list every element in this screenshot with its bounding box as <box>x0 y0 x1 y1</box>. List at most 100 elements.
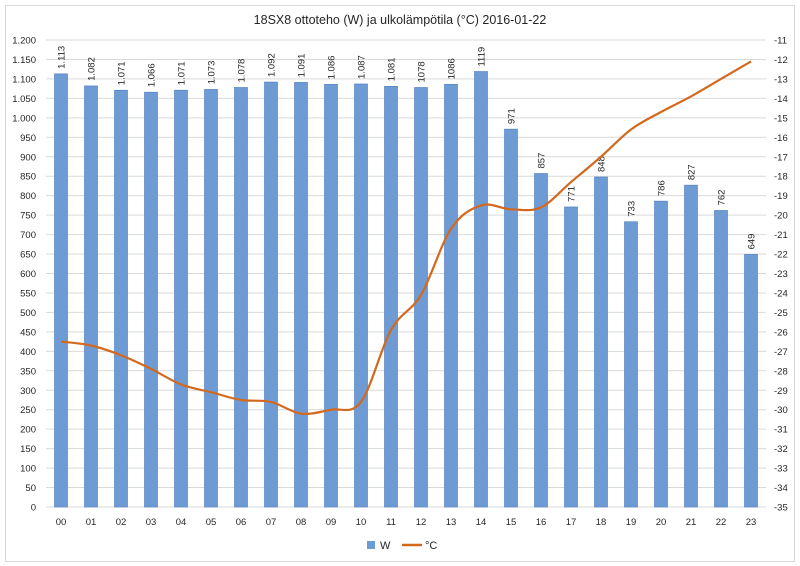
bar <box>534 173 548 508</box>
legend-bar-swatch <box>367 541 375 549</box>
bar-data-label: 1.086 <box>327 56 338 80</box>
bar-data-label: 971 <box>507 108 518 124</box>
x-axis-tick-label: 17 <box>566 517 577 528</box>
bar <box>264 81 278 508</box>
bar <box>84 85 98 508</box>
bar <box>624 221 638 508</box>
right-axis-tick-label: -11 <box>774 36 787 47</box>
bar <box>714 210 728 508</box>
bar <box>414 87 428 508</box>
bar-data-label: 1.081 <box>387 58 398 82</box>
left-axis-tick-label: 1.150 <box>12 55 36 66</box>
legend: W °C <box>367 540 437 552</box>
bar <box>744 254 758 508</box>
bar <box>114 89 128 508</box>
bar-data-label: 786 <box>657 180 668 196</box>
bar-data-label: 762 <box>717 190 728 206</box>
left-axis-tick-label: 600 <box>20 269 36 280</box>
gridlines <box>46 39 766 508</box>
right-axis-tick-label: -19 <box>774 191 788 202</box>
bar-data-label: 1.066 <box>147 63 158 87</box>
left-axis-tick-label: 150 <box>20 444 36 455</box>
bar-data-label: 649 <box>747 234 758 250</box>
left-axis-tick-label: 750 <box>20 211 36 222</box>
right-axis: -35 -34 -33 -32 -31 -30 -29 -28 -27 -26 -25 -24 -23 -… <box>774 36 788 514</box>
bar-data-label: 1086 <box>447 58 458 79</box>
x-axis-tick-label: 18 <box>596 517 607 528</box>
bar <box>684 184 698 508</box>
x-axis-tick-label: 08 <box>296 517 307 528</box>
x-axis-tick-label: 20 <box>656 517 667 528</box>
right-axis-tick-label: -20 <box>774 211 788 222</box>
right-axis-tick-label: -27 <box>774 347 788 358</box>
bar <box>504 128 518 508</box>
bar-series <box>54 71 758 508</box>
x-axis-tick-label: 11 <box>386 517 396 528</box>
chart-title: 18SX8 ottoteho (W) ja ulkolämpötila (°C)… <box>254 13 547 27</box>
bar-data-label: 1078 <box>417 61 428 82</box>
bar-data-label: 1.087 <box>357 55 368 79</box>
right-axis-tick-label: -23 <box>774 269 788 280</box>
x-axis-tick-label: 09 <box>326 517 337 528</box>
left-axis-tick-label: 1.000 <box>12 113 36 124</box>
left-axis-tick-label: 1.200 <box>12 36 36 47</box>
bar-data-label: 1.082 <box>87 57 98 81</box>
x-axis-tick-label: 04 <box>176 517 187 528</box>
bar <box>384 86 398 508</box>
bar <box>444 84 458 508</box>
x-axis-tick-label: 16 <box>536 517 547 528</box>
x-axis-tick-label: 19 <box>626 517 637 528</box>
bar <box>354 83 368 508</box>
x-axis-tick-label: 13 <box>446 517 457 528</box>
legend-bar-label: W <box>380 540 391 552</box>
right-axis-tick-label: -35 <box>774 503 788 514</box>
right-axis-tick-label: -26 <box>774 327 788 338</box>
right-axis-tick-label: -30 <box>774 405 788 416</box>
left-axis-tick-label: 550 <box>20 288 36 299</box>
x-axis-tick-label: 22 <box>716 517 727 528</box>
left-axis-tick-label: 650 <box>20 250 36 261</box>
bar <box>324 84 338 508</box>
bar-data-label: 857 <box>537 153 548 169</box>
x-axis-tick-label: 03 <box>146 517 157 528</box>
bar <box>474 71 488 508</box>
x-axis: 00 01 02 03 04 05 06 07 08 09 10 11 12 13 14 15 16 17 18 19… <box>56 517 757 528</box>
bar <box>594 176 608 508</box>
bar-data-label: 1.091 <box>297 54 308 78</box>
x-axis-tick-label: 06 <box>236 517 247 528</box>
bar-data-label: 1.113 <box>57 46 68 69</box>
bar-data-label: 1.073 <box>207 61 218 85</box>
x-axis-tick-label: 14 <box>476 517 487 528</box>
left-axis-tick-label: 800 <box>20 191 36 202</box>
right-axis-tick-label: -22 <box>774 250 788 261</box>
left-axis-tick-label: 1.100 <box>12 74 36 85</box>
x-axis-tick-label: 00 <box>56 517 67 528</box>
left-axis-tick-label: 50 <box>25 483 36 494</box>
right-axis-tick-label: -17 <box>774 152 788 163</box>
bar-data-label: 848 <box>597 156 608 172</box>
bar-data-labels: 1.113 1.082 1.071 1.066 1.071 1.073 1.078 1.092… <box>57 46 758 250</box>
left-axis-tick-label: 0 <box>31 503 36 514</box>
left-axis-tick-label: 450 <box>20 327 36 338</box>
bar <box>654 200 668 508</box>
right-axis-tick-label: -28 <box>774 366 788 377</box>
bar-data-label: 1.071 <box>177 61 188 85</box>
bar <box>174 89 188 508</box>
bar <box>144 91 158 508</box>
legend-line-label: °C <box>425 540 437 552</box>
x-axis-tick-label: 02 <box>116 517 127 528</box>
bar-data-label: 1119 <box>477 47 488 67</box>
left-axis-tick-label: 200 <box>20 425 36 436</box>
right-axis-tick-label: -12 <box>774 55 788 66</box>
bar <box>294 82 308 508</box>
x-axis-tick-label: 05 <box>206 517 217 528</box>
left-axis-tick-label: 300 <box>20 386 36 397</box>
right-axis-tick-label: -31 <box>774 425 788 436</box>
x-axis-tick-label: 01 <box>86 517 97 528</box>
right-axis-tick-label: -13 <box>774 74 788 85</box>
bar <box>234 87 248 508</box>
right-axis-tick-label: -16 <box>774 133 788 144</box>
left-axis-tick-label: 500 <box>20 308 36 319</box>
right-axis-tick-label: -32 <box>774 444 788 455</box>
